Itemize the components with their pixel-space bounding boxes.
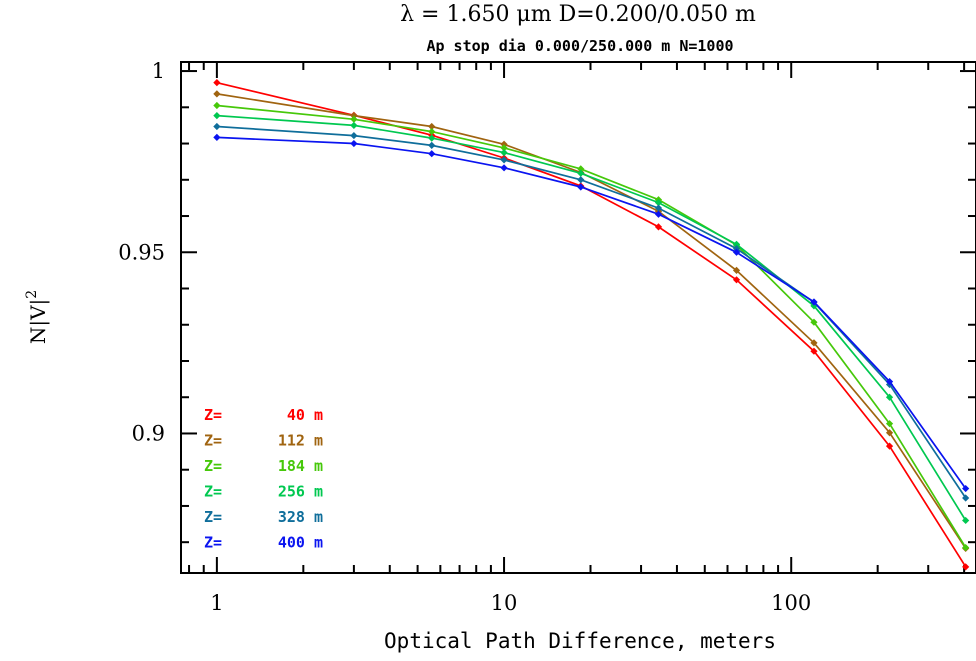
data-point [962,516,970,525]
data-point [500,144,508,152]
x-axis-ticks: 1 10 100 [188,62,966,615]
data-point [654,210,663,218]
data-point [810,318,818,326]
data-point [213,112,221,120]
data-point [213,122,221,131]
data-point [810,339,818,347]
data-point [962,544,970,552]
data-point [213,133,221,141]
data-point [213,101,221,110]
chart-subtitle: Ap stop dia 0.000/250.000 m N=1000 [426,37,733,55]
data-point [732,248,741,256]
series-3 [213,112,970,525]
series-2 [213,101,970,552]
legend-entry-label: 184 m [278,457,323,475]
data-point [500,164,508,172]
data-point [810,298,818,306]
legend-prefix: Z= [204,432,222,450]
x-axis-label: Optical Path Difference, meters [384,629,776,653]
data-point [732,266,741,274]
legend-prefix: Z= [204,457,222,475]
data-point [350,121,358,130]
legend: Z= 40 m Z= 112 m Z= 184 m Z= 256 m Z= 328 m Z= 400 … [204,406,323,552]
series-1 [213,90,970,552]
data-point [962,563,970,571]
legend-entry-label: 256 m [278,483,323,501]
data-point [500,149,508,157]
data-point [885,420,894,428]
y-axis-label-superscript: 2 [24,290,40,299]
plot-area-frame [180,61,976,574]
series-line [216,136,967,490]
legend-entry-label: 40 m [287,406,323,424]
data-point [428,134,436,142]
data-point [350,112,358,120]
data-point [577,169,585,177]
legend-prefix: Z= [204,508,222,526]
data-point [732,245,741,253]
data-point [654,204,663,212]
data-point [885,393,894,401]
data-point [962,494,970,502]
legend-entry-label: 112 m [278,432,323,450]
legend-prefix: Z= [204,534,222,552]
series-line [216,125,967,499]
y-axis-label: N|V|2 [24,290,51,344]
data-point [962,484,970,493]
data-point [213,79,221,87]
data-point [213,90,221,98]
data-point [350,131,358,140]
data-point [810,347,818,355]
y-tick-label: 0.95 [118,240,165,264]
data-point [577,176,585,184]
chart-title: λ = 1.650 μm D=0.200/0.050 m [400,2,756,27]
legend-prefix: Z= [204,406,222,424]
data-point [428,122,436,131]
series-4 [213,122,970,502]
data-point [500,156,508,164]
data-point [500,140,508,148]
series-line [216,81,967,568]
y-axis-ticks: 0.9 0.95 1 [118,59,976,544]
y-axis-label-main: N|V| [26,299,51,344]
data-point [654,223,663,231]
data-point [577,183,585,191]
legend-prefix: Z= [204,483,222,501]
y-tick-label: 1 [152,59,165,83]
data-point [732,240,741,248]
data-point [577,165,585,173]
data-point [810,302,818,310]
data-point [732,276,741,284]
data-point [428,141,436,149]
series-line [216,104,967,549]
x-tick-label: 10 [491,591,518,615]
data-point [885,442,894,450]
series-line [216,114,967,521]
data-point [350,139,358,148]
x-tick-label: 100 [771,591,811,615]
series-line [216,93,967,549]
data-point [654,199,663,207]
series-5 [213,133,970,493]
legend-entry-label: 400 m [278,534,323,552]
series-0 [213,79,970,571]
data-point [885,429,894,437]
y-tick-label: 0.9 [132,421,165,445]
data-point [350,115,358,123]
data-point [885,378,894,386]
data-point [428,127,436,136]
x-tick-label: 1 [210,591,223,615]
legend-entry-label: 328 m [278,508,323,526]
series-layer [213,79,970,571]
data-point [428,150,436,158]
